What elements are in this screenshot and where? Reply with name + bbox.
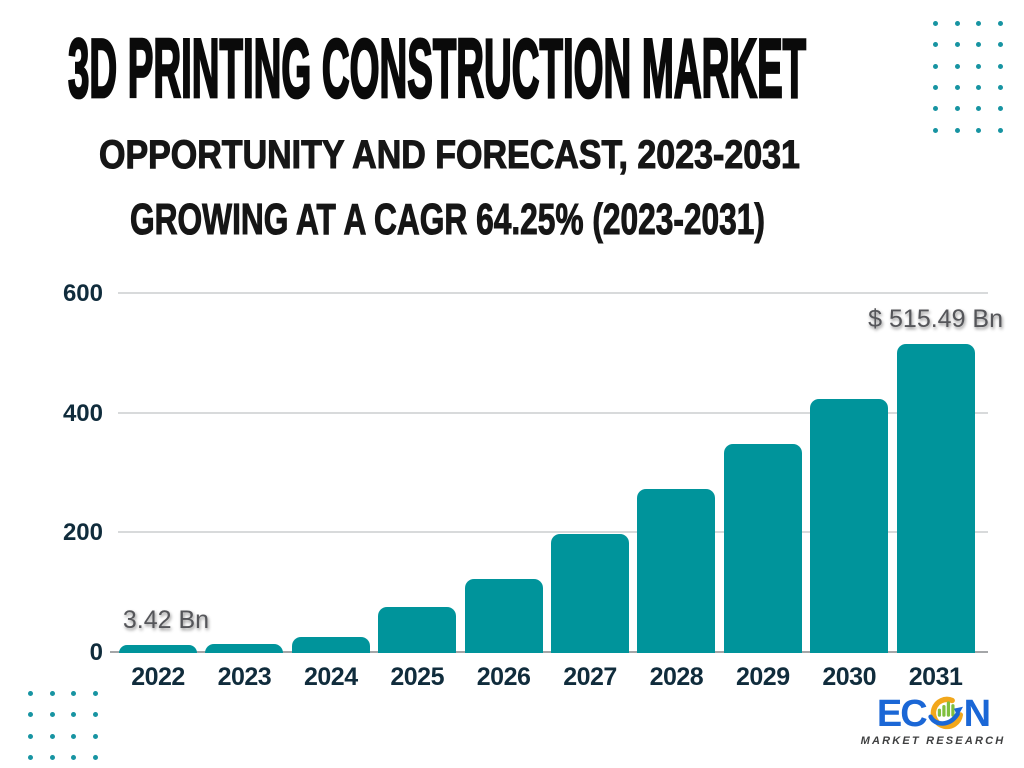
- subtitle-forecast: OPPORTUNITY AND FORECAST, 2023-2031: [99, 132, 801, 177]
- econ-globe-chart-icon: [928, 696, 963, 730]
- x-axis-label-2025: 2025: [390, 663, 444, 691]
- decor-dot: [49, 712, 55, 718]
- y-axis-label-400: 400: [62, 399, 103, 427]
- x-axis-label-2031: 2031: [908, 663, 963, 691]
- decor-dot: [92, 712, 98, 718]
- decor-dot: [933, 84, 938, 90]
- bar-2025: [378, 607, 457, 653]
- logo-text-ec: EC: [876, 693, 928, 735]
- decor-dot: [976, 127, 982, 133]
- x-axis-label-2030: 2030: [822, 663, 876, 691]
- decor-dot: [976, 84, 982, 90]
- decor-dot: [976, 63, 982, 69]
- decor-dot: [997, 127, 1003, 133]
- decor-dot: [92, 754, 98, 760]
- decor-dot: [933, 63, 938, 69]
- y-axis-label-600: 600: [62, 280, 103, 307]
- subtitle-cagr: GROWING AT A CAGR 64.25% (2023-2031): [130, 195, 766, 245]
- x-axis-label-2027: 2027: [563, 663, 617, 691]
- decor-dot: [954, 127, 960, 133]
- x-axis-label-2024: 2024: [303, 663, 358, 691]
- value-label-2022: 3.42 Bn: [122, 606, 210, 634]
- x-axis-label-2029: 2029: [735, 663, 790, 691]
- bar-2026: [464, 579, 543, 653]
- decor-dot: [954, 84, 960, 90]
- bar-2031: [896, 343, 975, 653]
- decor-dot: [92, 691, 98, 696]
- page-title: 3D PRINTING CONSTRUCTION MARKET: [67, 21, 807, 116]
- y-axis-label-200: 200: [62, 519, 103, 547]
- bar-2023: [205, 644, 284, 653]
- decor-dot: [71, 712, 77, 718]
- decor-dot: [92, 733, 98, 739]
- bar-2024: [291, 637, 370, 653]
- x-axis-label-2022: 2022: [131, 663, 185, 691]
- decor-dot: [997, 106, 1003, 112]
- bar-2030: [810, 398, 889, 653]
- decor-dot: [49, 754, 55, 760]
- decor-dot: [976, 42, 982, 48]
- decor-dot: [71, 754, 77, 760]
- x-axis-label-2028: 2028: [649, 663, 704, 691]
- logo-wordmark: EC N: [858, 694, 1008, 734]
- decor-dot: [933, 21, 938, 26]
- decor-dot: [997, 84, 1003, 90]
- decor-dot: [71, 733, 77, 739]
- logo-tagline: MARKET RESEARCH: [860, 735, 1006, 747]
- decor-dot: [954, 106, 960, 112]
- gridline-400: [118, 411, 988, 414]
- bar-2028: [637, 488, 716, 653]
- decor-dot: [28, 733, 33, 739]
- econ-logo: EC N MARKET RESEARCH: [858, 694, 1008, 747]
- decor-dot: [933, 127, 938, 133]
- logo-text-n: N: [963, 693, 991, 735]
- y-axis-label-0: 0: [89, 639, 103, 666]
- decor-dot: [28, 754, 33, 760]
- decor-dot: [976, 21, 982, 26]
- gridline-200: [118, 531, 988, 534]
- decor-dot: [997, 21, 1003, 26]
- decor-dot: [997, 63, 1003, 69]
- x-axis-label-2026: 2026: [476, 663, 531, 691]
- decor-dot: [28, 691, 33, 696]
- decor-dot: [997, 42, 1003, 48]
- gridline-600: [118, 292, 988, 294]
- decor-dot: [976, 106, 982, 112]
- x-axis-label-2023: 2023: [217, 663, 272, 691]
- x-axis-line: [110, 651, 988, 653]
- decor-dot: [954, 63, 960, 69]
- decor-dot: [28, 712, 33, 718]
- bar-2022: [119, 645, 197, 653]
- decor-dot: [933, 106, 938, 112]
- decor-dot: [954, 42, 960, 48]
- decor-dot: [71, 691, 77, 696]
- bar-2029: [723, 443, 802, 653]
- decor-dot: [49, 733, 55, 739]
- decor-dot: [954, 21, 960, 26]
- decor-dot: [933, 42, 938, 48]
- bar-2027: [551, 534, 629, 653]
- value-label-2031: $ 515.49 Bn: [868, 304, 1004, 333]
- decor-dot: [49, 691, 55, 696]
